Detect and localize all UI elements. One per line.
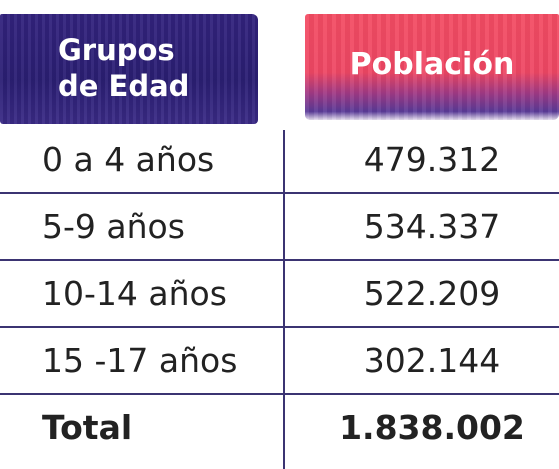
age-group-cell: 0 a 4 años (42, 140, 215, 179)
header-line: de Edad (58, 69, 190, 103)
header-right-banner: Población (305, 14, 559, 120)
total-value: 1.838.002 (339, 408, 525, 447)
population-cell: 479.312 (363, 140, 501, 179)
population-cell: 534.337 (363, 207, 501, 246)
age-group-cell: 10-14 años (42, 274, 227, 313)
row-divider (0, 393, 559, 395)
header-left-banner: Grupos de Edad (0, 14, 258, 124)
population-cell: 302.144 (363, 341, 501, 380)
header-left-text: Grupos de Edad (58, 32, 189, 104)
header-line: Grupos (58, 33, 175, 67)
age-group-cell: 15 -17 años (42, 341, 238, 380)
header-right-text: Población (349, 47, 515, 82)
population-cell: 522.209 (363, 274, 501, 313)
row-divider (0, 326, 559, 328)
row-divider (0, 192, 559, 194)
row-divider (0, 259, 559, 261)
column-divider (283, 130, 285, 469)
total-label: Total (42, 408, 133, 447)
age-group-cell: 5-9 años (42, 207, 185, 246)
